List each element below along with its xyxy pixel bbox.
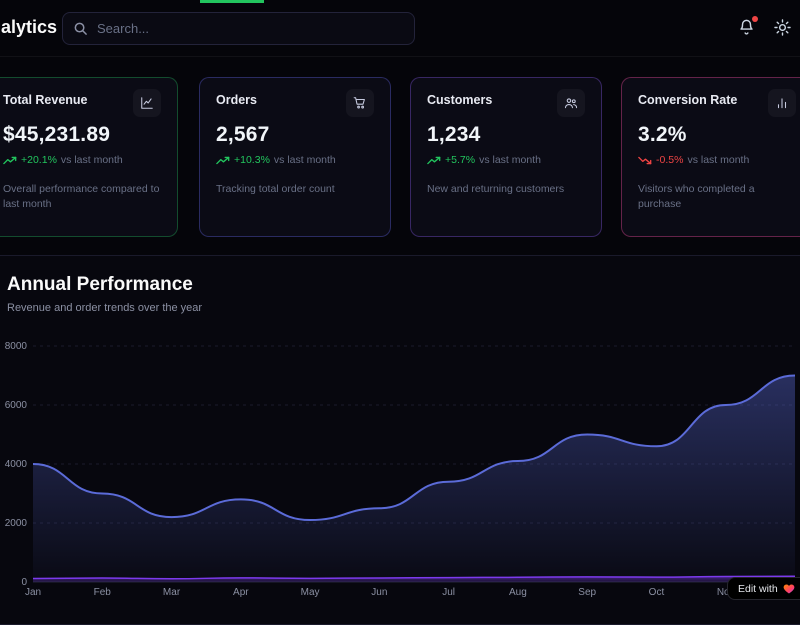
trend-icon	[3, 156, 17, 165]
notifications-button[interactable]	[735, 18, 757, 40]
bar-chart-icon	[768, 89, 796, 117]
users-icon	[557, 89, 585, 117]
notification-dot	[752, 16, 758, 22]
svg-text:8000: 8000	[5, 341, 28, 352]
change-percent: -0.5%	[656, 154, 683, 166]
lovable-heart-icon	[783, 583, 795, 595]
svg-text:2000: 2000	[5, 518, 28, 529]
shopping-cart-icon	[346, 89, 374, 117]
line-chart-icon	[133, 89, 161, 117]
card-value: 2,567	[216, 123, 374, 147]
change-percent: +20.1%	[21, 154, 57, 166]
topbar: Analytics	[0, 0, 800, 57]
search-bar	[62, 12, 415, 45]
stat-card-customers: Customers 1,234 +5.7% vs last month New …	[410, 77, 602, 237]
chart-title: Annual Performance	[7, 274, 193, 296]
change-percent: +5.7%	[445, 154, 475, 166]
theme-toggle-button[interactable]	[771, 18, 793, 40]
card-value: 3.2%	[638, 123, 796, 147]
card-change: -0.5% vs last month	[638, 154, 796, 166]
card-change: +5.7% vs last month	[427, 154, 585, 166]
app-title: Analytics	[0, 17, 57, 38]
sun-icon	[773, 18, 792, 37]
change-vs-label: vs last month	[274, 154, 336, 166]
card-title: Conversion Rate	[638, 93, 737, 107]
card-change: +10.3% vs last month	[216, 154, 374, 166]
trend-icon	[638, 156, 652, 165]
card-title: Total Revenue	[3, 93, 88, 107]
svg-text:Jan: Jan	[25, 587, 41, 598]
svg-text:Oct: Oct	[649, 587, 665, 598]
stat-card-total-revenue: Total Revenue $45,231.89 +20.1% vs last …	[0, 77, 178, 237]
badge-label: Edit with	[738, 583, 778, 595]
search-input[interactable]	[62, 12, 415, 45]
svg-text:6000: 6000	[5, 400, 28, 411]
annual-performance-card: Annual Performance Revenue and order tre…	[0, 255, 800, 625]
card-description: Tracking total order count	[216, 182, 374, 197]
svg-text:Sep: Sep	[578, 587, 596, 598]
svg-text:Mar: Mar	[163, 587, 181, 598]
trend-icon	[216, 156, 230, 165]
change-vs-label: vs last month	[479, 154, 541, 166]
trend-icon	[427, 156, 441, 165]
svg-text:4000: 4000	[5, 459, 28, 470]
change-vs-label: vs last month	[687, 154, 749, 166]
svg-text:Feb: Feb	[94, 587, 112, 598]
stat-card-orders: Orders 2,567 +10.3% vs last month Tracki…	[199, 77, 391, 237]
svg-text:Aug: Aug	[509, 587, 527, 598]
svg-text:Apr: Apr	[233, 587, 249, 598]
svg-text:Jul: Jul	[442, 587, 455, 598]
card-change: +20.1% vs last month	[3, 154, 161, 166]
stat-card-conversion-rate: Conversion Rate 3.2% -0.5% vs last month…	[621, 77, 800, 237]
card-description: Visitors who completed a purchase	[638, 182, 796, 211]
change-percent: +10.3%	[234, 154, 270, 166]
card-value: 1,234	[427, 123, 585, 147]
card-title: Customers	[427, 93, 492, 107]
loading-indicator	[200, 0, 264, 3]
chart-subtitle: Revenue and order trends over the year	[7, 302, 202, 314]
card-value: $45,231.89	[3, 123, 161, 147]
edit-with-lovable-badge[interactable]: Edit with Lovable	[727, 577, 800, 600]
card-description: Overall performance compared to last mon…	[3, 182, 161, 211]
svg-text:May: May	[301, 587, 320, 598]
card-title: Orders	[216, 93, 257, 107]
change-vs-label: vs last month	[61, 154, 123, 166]
svg-text:Jun: Jun	[371, 587, 387, 598]
card-description: New and returning customers	[427, 182, 585, 197]
